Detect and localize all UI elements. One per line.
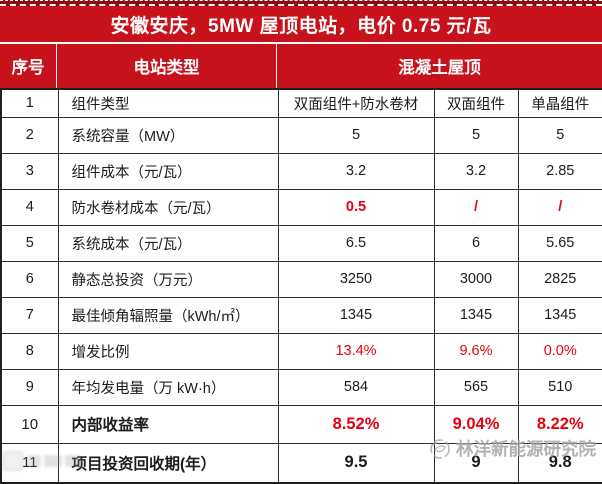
cell-value: 单晶组件 (517, 88, 602, 118)
cell-value: 9.6% (433, 332, 519, 370)
row-label: 组件类型 (57, 88, 279, 118)
row-number: 8 (0, 332, 59, 370)
table-row: 7 最佳倾角辐照量（kWh/㎡） 1345 1345 1345 (0, 296, 602, 334)
row-label: 增发比例 (57, 332, 279, 370)
table-row: 9 年均发电量（万 kW·h） 584 565 510 (0, 368, 602, 406)
table-row: 8 增发比例 13.4% 9.6% 0.0% (0, 332, 602, 370)
cell-value: 1345 (277, 296, 435, 334)
cell-value: 1345 (433, 296, 519, 334)
row-number: 2 (0, 116, 59, 154)
cell-value: 8.52% (277, 404, 435, 444)
row-number: 9 (0, 368, 59, 406)
cell-value: 5.65 (517, 224, 602, 262)
cell-value: 5 (433, 116, 519, 154)
row-label: 最佳倾角辐照量（kWh/㎡） (57, 296, 279, 334)
table-row: 11 项目投资回收期(年） 9.5 9 9.8 (0, 442, 602, 484)
cell-value: 510 (517, 368, 602, 406)
cell-value: 6.5 (277, 224, 435, 262)
cell-value: 3.2 (433, 152, 519, 190)
row-label: 项目投资回收期(年） (57, 442, 279, 484)
row-label: 静态总投资（万元） (57, 260, 279, 298)
cell-value: 双面组件 (433, 88, 519, 118)
cell-value: 双面组件+防水卷材 (277, 88, 435, 118)
row-number: 10 (0, 404, 59, 444)
row-label: 组件成本（元/瓦） (57, 152, 279, 190)
data-table: 1 组件类型 双面组件+防水卷材 双面组件 单晶组件 2 系统容量（MW） 5 5 5 3 组件成本（… (0, 88, 602, 484)
cell-value: 13.4% (277, 332, 435, 370)
cell-value: 0.5 (277, 188, 435, 226)
cell-value: 3.2 (277, 152, 435, 190)
row-number: 3 (0, 152, 59, 190)
table-body: 1 组件类型 双面组件+防水卷材 双面组件 单晶组件 2 系统容量（MW） 5 5 5 3 组件成本（… (0, 88, 602, 484)
table-row: 1 组件类型 双面组件+防水卷材 双面组件 单晶组件 (0, 88, 602, 118)
cell-value: 584 (277, 368, 435, 406)
cell-value: / (433, 188, 519, 226)
header-cell-no: 序号 (0, 44, 57, 88)
row-number: 1 (0, 88, 59, 118)
title-band: 安徽安庆，5MW 屋顶电站，电价 0.75 元/瓦 (0, 6, 602, 42)
selection-ants-strip (0, 0, 602, 6)
row-label: 年均发电量（万 kW·h） (57, 368, 279, 406)
table-row: 2 系统容量（MW） 5 5 5 (0, 116, 602, 154)
header-row: 序号 电站类型 混凝土屋顶 (0, 42, 602, 88)
row-label: 系统容量（MW） (57, 116, 279, 154)
cell-value: 2825 (517, 260, 602, 298)
cell-value: 565 (433, 368, 519, 406)
cell-value: 5 (277, 116, 435, 154)
cell-value: 2.85 (517, 152, 602, 190)
table-row: 6 静态总投资（万元） 3250 3000 2825 (0, 260, 602, 298)
cell-value: 9.04% (433, 404, 519, 444)
cell-value: 6 (433, 224, 519, 262)
table-row: 10 内部收益率 8.52% 9.04% 8.22% (0, 404, 602, 444)
page-title: 安徽安庆，5MW 屋顶电站，电价 0.75 元/瓦 (110, 15, 492, 37)
row-label: 系统成本（元/瓦） (57, 224, 279, 262)
cell-value: 9.5 (277, 442, 435, 484)
table-row: 5 系统成本（元/瓦） 6.5 6 5.65 (0, 224, 602, 262)
cell-value: 5 (517, 116, 602, 154)
table-row: 3 组件成本（元/瓦） 3.2 3.2 2.85 (0, 152, 602, 190)
row-number: 7 (0, 296, 59, 334)
cell-value: 8.22% (517, 404, 602, 444)
header-cell-group: 混凝土屋顶 (398, 59, 481, 77)
cell-value: 9 (433, 442, 519, 484)
row-label: 内部收益率 (57, 404, 279, 444)
cell-value: 9.8 (517, 442, 602, 484)
cell-value: 0.0% (517, 332, 602, 370)
header-cell-type: 电站类型 (57, 44, 277, 88)
table-row: 4 防水卷材成本（元/瓦） 0.5// (0, 188, 602, 226)
cell-value: 3000 (433, 260, 519, 298)
cell-value: 3250 (277, 260, 435, 298)
row-label: 防水卷材成本（元/瓦） (57, 188, 279, 226)
row-number: 4 (0, 188, 59, 226)
cell-value: / (517, 188, 602, 226)
row-number: 6 (0, 260, 59, 298)
cell-value: 1345 (517, 296, 602, 334)
row-number: 11 (0, 442, 59, 484)
row-number: 5 (0, 224, 59, 262)
